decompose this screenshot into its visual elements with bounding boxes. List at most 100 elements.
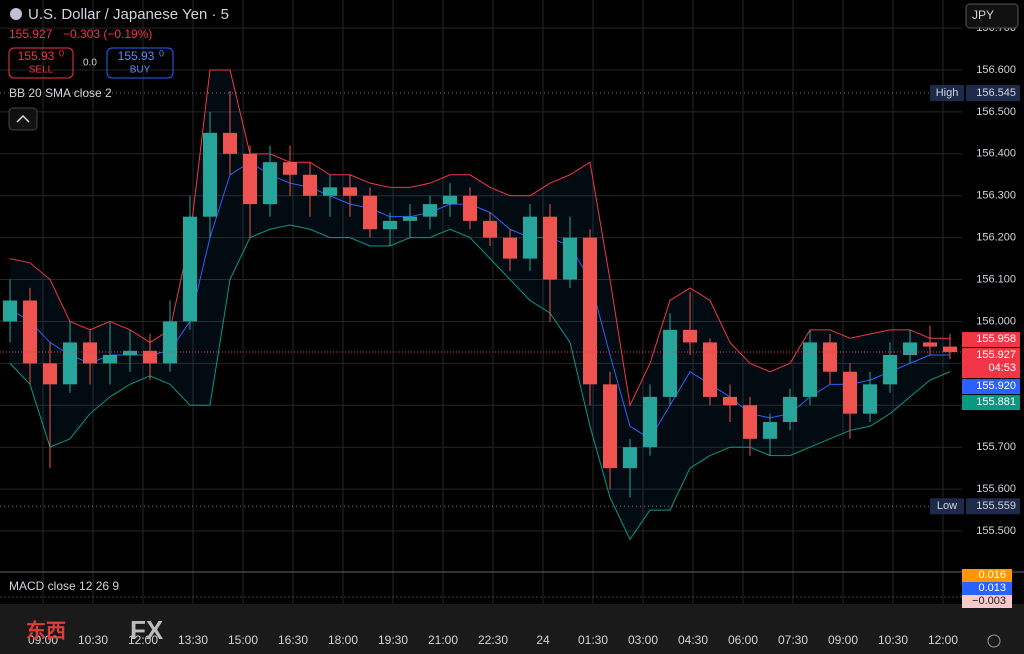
candle-body [483, 220, 497, 238]
candle-body [163, 321, 177, 364]
candle-body [683, 329, 697, 343]
y-tick-label: 155.700 [976, 441, 1016, 453]
candle-body [243, 153, 257, 205]
candle-body [183, 216, 197, 322]
x-tick-label: 09:00 [828, 633, 858, 647]
spread: 0.0 [83, 58, 97, 69]
sell-label[interactable]: SELL [29, 65, 54, 76]
price-badge-label: 155.958 [976, 333, 1016, 345]
candle-body [463, 195, 477, 221]
candle-body [883, 354, 897, 385]
candle-body [603, 384, 617, 469]
x-tick-label: 10:30 [78, 633, 108, 647]
candle-body [823, 342, 837, 372]
indicator-label: BB 20 SMA close 2 [9, 86, 112, 100]
y-tick-label: 156.100 [976, 273, 1016, 285]
sell-button[interactable] [8, 47, 74, 79]
x-tick-label: 16:30 [278, 633, 308, 647]
candle-body [43, 363, 57, 385]
buy-price[interactable]: 155.93 [118, 49, 155, 63]
candle-body [63, 342, 77, 385]
price-badge-label: 155.881 [976, 396, 1016, 408]
level-tag: Low [937, 500, 957, 512]
x-tick-label: 12:00 [928, 633, 958, 647]
x-tick-label: 06:00 [728, 633, 758, 647]
candle-body [583, 237, 597, 385]
candle-body [903, 342, 917, 355]
x-tick-label: 24 [536, 633, 550, 647]
x-tick-label: 10:30 [878, 633, 908, 647]
sell-sup[interactable]: 0 [59, 48, 64, 58]
candle-body [723, 396, 737, 406]
currency-button[interactable] [965, 3, 1019, 29]
candle-body [323, 187, 337, 196]
macd-badge [962, 582, 1012, 595]
level-price-bg [966, 498, 1020, 515]
candle-body [803, 342, 817, 397]
collapse-icon[interactable] [16, 114, 30, 123]
level-price: 156.545 [976, 87, 1016, 99]
price-change: −0.303 (−0.19%) [63, 27, 152, 41]
candle-body [523, 216, 537, 259]
y-tick-label: 155.600 [976, 483, 1016, 495]
buy-button[interactable] [106, 47, 174, 79]
macd-badge-label: 0.013 [978, 582, 1006, 594]
price-badge [962, 348, 1020, 379]
y-tick-label: 156.500 [976, 106, 1016, 118]
x-tick-label: 03:00 [628, 633, 658, 647]
candle-body [503, 237, 517, 259]
candle-body [743, 405, 757, 439]
x-tick-label: 07:30 [778, 633, 808, 647]
time-axis [0, 604, 1024, 654]
buy-sup[interactable]: 0 [159, 48, 164, 58]
candle-body [403, 216, 417, 221]
candle-body [543, 216, 557, 280]
price-badge [962, 379, 1020, 395]
candle-body [23, 300, 37, 364]
x-tick-label: 22:30 [478, 633, 508, 647]
x-tick-label: 09:00 [28, 633, 58, 647]
y-tick-label: 156.200 [976, 232, 1016, 244]
candle-body [943, 346, 957, 353]
candle-body [363, 195, 377, 230]
chart-title: U.S. Dollar / Japanese Yen · 5 [28, 6, 229, 23]
watermark-fx: FX [130, 615, 164, 645]
price-badge [962, 395, 1020, 411]
candle-body [863, 384, 877, 414]
price-badge [962, 332, 1020, 348]
price-badge-label: 155.920 [976, 380, 1016, 392]
candle-body [203, 132, 217, 217]
candle-body [283, 162, 297, 175]
x-tick-label: 19:30 [378, 633, 408, 647]
candle-body [643, 396, 657, 448]
settings-icon[interactable] [987, 634, 1001, 648]
price-badge-label: 155.927 [976, 349, 1016, 361]
currency[interactable]: JPY [972, 8, 994, 22]
watermark-cn: 东西 [26, 618, 66, 642]
sell-price[interactable]: 155.93 [18, 49, 55, 63]
candle-body [663, 329, 677, 397]
level-tag-bg [930, 498, 964, 515]
last-price: 155.927 [9, 27, 53, 41]
y-tick-label: 156.300 [976, 190, 1016, 202]
candle-body [303, 174, 317, 196]
plot [0, 69, 962, 541]
macd-title: MACD close 12 26 9 [9, 579, 119, 593]
candle-body [443, 195, 457, 205]
x-tick-label: 21:00 [428, 633, 458, 647]
x-tick-label: 12:00 [128, 633, 158, 647]
candle-body [103, 354, 117, 364]
symbol-icon [10, 8, 22, 20]
candle-body [423, 204, 437, 217]
buy-label[interactable]: BUY [130, 65, 151, 76]
level-price: 155.559 [976, 500, 1016, 512]
x-tick-label: 01:30 [578, 633, 608, 647]
candle-body [343, 187, 357, 196]
candle-body [223, 132, 237, 154]
candle-body [83, 342, 97, 364]
candle-body [263, 162, 277, 205]
x-tick-label: 13:30 [178, 633, 208, 647]
countdown: 04:53 [988, 362, 1016, 374]
collapse-button[interactable] [8, 107, 38, 131]
